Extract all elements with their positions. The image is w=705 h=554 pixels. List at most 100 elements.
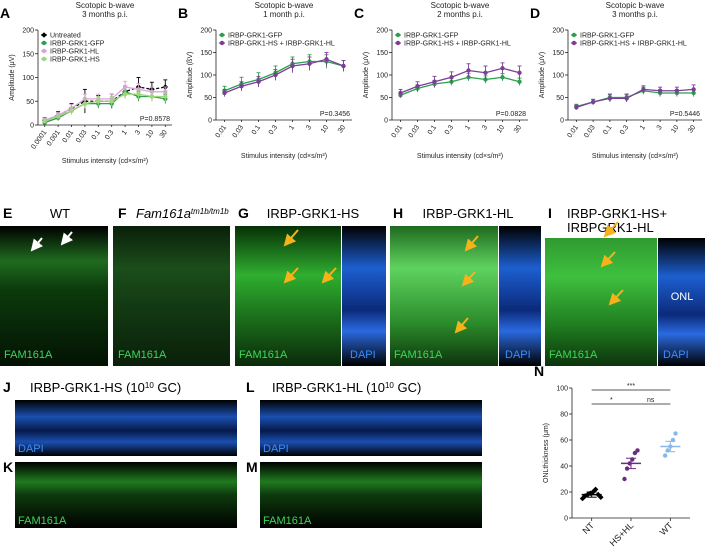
x-axis-label: Stimulus intensity (cd×s/m²) [592,153,678,160]
stain-label: FAM161A [263,515,312,527]
data-point [41,56,47,62]
legend-label: IRBP-GRK1-GFP [50,41,105,48]
series-line [44,91,166,124]
legend-label: IRBP-GRK1-HS + IRBP-GRK1-HL [404,41,511,48]
panel-title: WT [50,206,70,221]
data-point [219,40,225,46]
data-point [69,108,74,113]
y-tick-label: 150 [552,50,564,57]
y-axis-label: Amplitude (ßV) [187,52,194,99]
stain-label: DAPI [350,349,376,361]
x-tick-label: 0.1 [602,124,613,136]
x-tick-label: 30 [513,124,523,134]
panel-title: IRBP-GRK1-HL (1010 GC) [272,380,421,395]
retina-panels: J IRBP-GRK1-HS (1010 GC) DAPI K FAM161A … [3,379,482,528]
x-tick-label: 30 [687,124,697,134]
x-tick-label: 1 [121,129,129,136]
chart-subtitle: 3 months p.i. [82,10,128,19]
data-point [415,84,420,89]
y-tick-label: 60 [560,438,568,445]
annotation: P=0.3456 [320,111,350,118]
x-axis-label: Stimulus intensity (cd×s/m²) [417,153,503,160]
x-tick-label: 0.01 [566,124,580,139]
data-point [622,476,627,482]
data-point [324,57,329,62]
arrow [30,237,44,252]
data-point [517,70,522,75]
y-tick-label: 150 [376,50,388,57]
data-point [136,91,141,97]
layer-label: ONL [671,291,694,303]
micrograph [113,226,230,366]
data-point [641,87,646,92]
stain-label: FAM161A [239,349,288,361]
data-point [674,88,680,93]
panel-title: IRBP-GRK1-HS [267,206,360,221]
series-line [224,58,344,94]
data-point [256,79,261,84]
y-tick-label: 0 [564,516,568,523]
legend-label: IRBP-GRK1-GFP [404,33,459,40]
panel-letter: J [3,379,11,395]
data-point [571,32,577,38]
data-point [222,90,227,96]
arrow [283,267,299,284]
chart-subtitle: 1 month p.i. [263,10,305,19]
x-tick-label: 0.03 [232,124,246,139]
data-point [163,94,168,99]
x-tick-label: 10 [320,124,330,134]
data-point [307,61,312,66]
arrow [321,267,337,284]
data-point [41,48,47,54]
x-tick-label: 0.1 [91,129,102,141]
y-tick-label: 200 [552,28,564,35]
micrograph [545,238,657,366]
series-line [400,76,520,96]
panel-letter: K [3,459,13,475]
y-tick-label: 0 [560,118,564,125]
y-tick-label: 0 [30,123,34,130]
data-point [571,40,577,46]
panel-letter: H [393,205,403,221]
series-line [44,93,166,122]
x-tick-label: 0.1 [251,124,262,136]
x-tick-label: 10 [670,124,680,134]
x-tick-label: 0.1 [427,124,438,136]
data-point [466,68,471,73]
x-tick-label: 0.01 [62,129,76,144]
y-tick-label: 80 [560,412,568,419]
x-tick-label: 0.01 [391,124,405,139]
title-superscript: 10 [145,381,154,390]
stain-label: DAPI [663,349,689,361]
x-tick-label: 3 [481,124,489,131]
arrow [60,231,74,246]
y-tick-label: 50 [26,99,34,106]
x-tick-label: 0.0001 [30,129,48,151]
title-text: IRBP-GRK1-HS (10 [30,380,145,395]
data-point [579,495,586,502]
y-tick-label: 50 [380,95,388,102]
legend-label: IRBP-GRK1-GFP [228,33,283,40]
x-tick-label: 0.3 [444,124,455,136]
data-point [122,84,128,90]
data-point [662,453,668,458]
x-tick-label: HS+HL [608,520,636,548]
data-point [341,63,346,69]
data-point [500,66,505,71]
data-point [273,72,278,78]
x-tick-label: 1 [288,124,296,131]
y-tick-label: 200 [376,28,388,35]
x-axis-label: Stimulus intensity (cd×s/m²) [62,158,148,165]
stain-label: FAM161A [18,515,67,527]
micrograph [0,226,108,366]
panel-letter: I [548,205,552,221]
stain-label: FAM161A [394,349,443,361]
legend-label: IRBP-GRK1-HS + IRBP-GRK1-HL [580,41,687,48]
x-tick-label: 1 [639,124,647,131]
data-point [55,114,61,119]
data-point [590,99,596,105]
data-point [635,448,640,453]
data-point [517,79,522,84]
data-point [432,79,437,84]
stain-label: DAPI [18,443,44,455]
